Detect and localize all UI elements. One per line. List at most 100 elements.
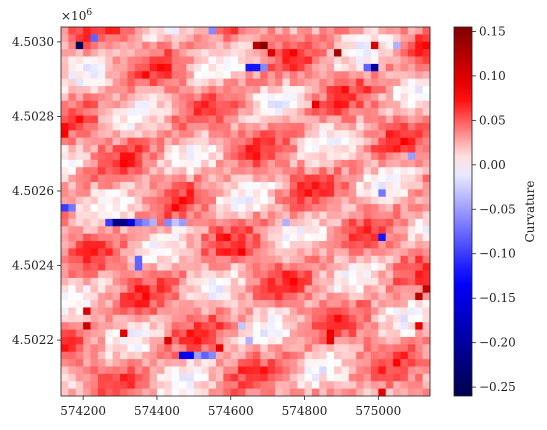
heatmap-cell	[400, 189, 409, 198]
heatmap-cell	[304, 63, 313, 72]
heatmap-cell	[127, 263, 136, 271]
heatmap-cell	[370, 285, 379, 294]
heatmap-cell	[393, 292, 401, 301]
heatmap-cell	[142, 115, 150, 124]
heatmap-cell	[134, 71, 143, 80]
heatmap-cell	[142, 300, 150, 308]
heatmap-cell	[348, 130, 357, 139]
heatmap-cell	[260, 189, 268, 198]
heatmap-cell	[245, 285, 254, 294]
heatmap-cell	[370, 78, 379, 87]
heatmap-cell	[134, 285, 143, 294]
heatmap-cell	[149, 329, 158, 338]
heatmap-cell	[297, 145, 305, 153]
heatmap-cell	[282, 263, 291, 271]
heatmap-cell	[415, 277, 423, 286]
heatmap-cell	[193, 137, 202, 146]
heatmap-cell	[120, 336, 128, 345]
heatmap-cell	[179, 145, 187, 153]
heatmap-cell	[164, 373, 173, 382]
heatmap-cell	[223, 159, 232, 168]
heatmap-cell	[370, 270, 379, 279]
heatmap-cell	[245, 78, 254, 87]
heatmap-cell	[134, 159, 143, 168]
heatmap-cell	[171, 196, 180, 205]
heatmap-cell	[297, 373, 305, 382]
heatmap-cell	[112, 41, 121, 50]
heatmap-cell	[215, 27, 224, 35]
heatmap-cell	[385, 71, 394, 80]
y-tick-label: 4.5022	[12, 333, 54, 347]
heatmap-cell	[75, 181, 84, 190]
heatmap-cell	[97, 373, 106, 382]
heatmap-cell	[142, 41, 150, 50]
heatmap-cell	[193, 174, 202, 183]
heatmap-cell	[223, 108, 232, 116]
heatmap-cell	[215, 137, 224, 146]
heatmap-cell	[282, 41, 291, 50]
heatmap-cell	[68, 78, 77, 87]
heatmap-cell	[297, 226, 305, 234]
heatmap-cell	[83, 211, 91, 220]
heatmap-cell	[311, 314, 320, 323]
heatmap-cell	[90, 277, 99, 286]
heatmap-cell	[171, 27, 180, 35]
heatmap-cell	[238, 41, 246, 50]
heatmap-cell	[275, 63, 283, 72]
heatmap-cell	[61, 270, 69, 279]
heatmap-cell	[142, 226, 150, 234]
heatmap-cell	[319, 100, 328, 109]
heatmap-cell	[407, 351, 416, 360]
heatmap-cell	[230, 300, 239, 308]
heatmap-cell	[252, 270, 261, 279]
heatmap-cell	[230, 41, 239, 50]
heatmap-cell	[186, 300, 195, 308]
heatmap-cell	[370, 41, 379, 50]
heatmap-cell	[311, 63, 320, 72]
heatmap-cell	[415, 211, 423, 220]
heatmap-cell	[297, 27, 305, 35]
heatmap-cell	[356, 137, 364, 146]
heatmap-cell	[127, 336, 136, 345]
heatmap-cell	[223, 351, 232, 360]
heatmap-cell	[142, 56, 150, 65]
heatmap-cell	[156, 277, 165, 286]
heatmap-cell	[378, 270, 387, 279]
heatmap-cell	[179, 373, 187, 382]
heatmap-cell	[230, 233, 239, 242]
heatmap-cell	[319, 263, 328, 271]
heatmap-cell	[112, 137, 121, 146]
heatmap-cell	[83, 285, 91, 294]
heatmap-cell	[370, 204, 379, 212]
heatmap-cell	[215, 322, 224, 330]
heatmap-cell	[407, 241, 416, 249]
heatmap-cell	[68, 241, 77, 249]
heatmap-cell	[223, 86, 232, 94]
heatmap-cell	[289, 196, 298, 205]
heatmap-cell	[260, 336, 268, 345]
heatmap-cell	[127, 189, 136, 198]
heatmap-cell	[304, 56, 313, 65]
heatmap-cell	[164, 292, 173, 301]
heatmap-cell	[83, 93, 91, 102]
heatmap-cell	[83, 27, 91, 35]
heatmap-cell	[193, 71, 202, 80]
heatmap-cell	[400, 277, 409, 286]
heatmap-cell	[275, 181, 283, 190]
heatmap-cell	[363, 41, 372, 50]
heatmap-cell	[134, 366, 143, 375]
heatmap-cell	[105, 285, 114, 294]
heatmap-cell	[112, 322, 121, 330]
heatmap-cell	[326, 100, 335, 109]
heatmap-cell	[245, 241, 254, 249]
heatmap-cell	[267, 56, 276, 65]
heatmap-cell	[370, 373, 379, 382]
heatmap-cell	[348, 226, 357, 234]
heatmap-cell	[127, 34, 136, 43]
heatmap-cell	[186, 218, 195, 227]
heatmap-cell	[319, 255, 328, 264]
heatmap-cell	[275, 86, 283, 94]
heatmap-cell	[407, 189, 416, 198]
heatmap-cell	[179, 137, 187, 146]
heatmap-cell	[267, 336, 276, 345]
